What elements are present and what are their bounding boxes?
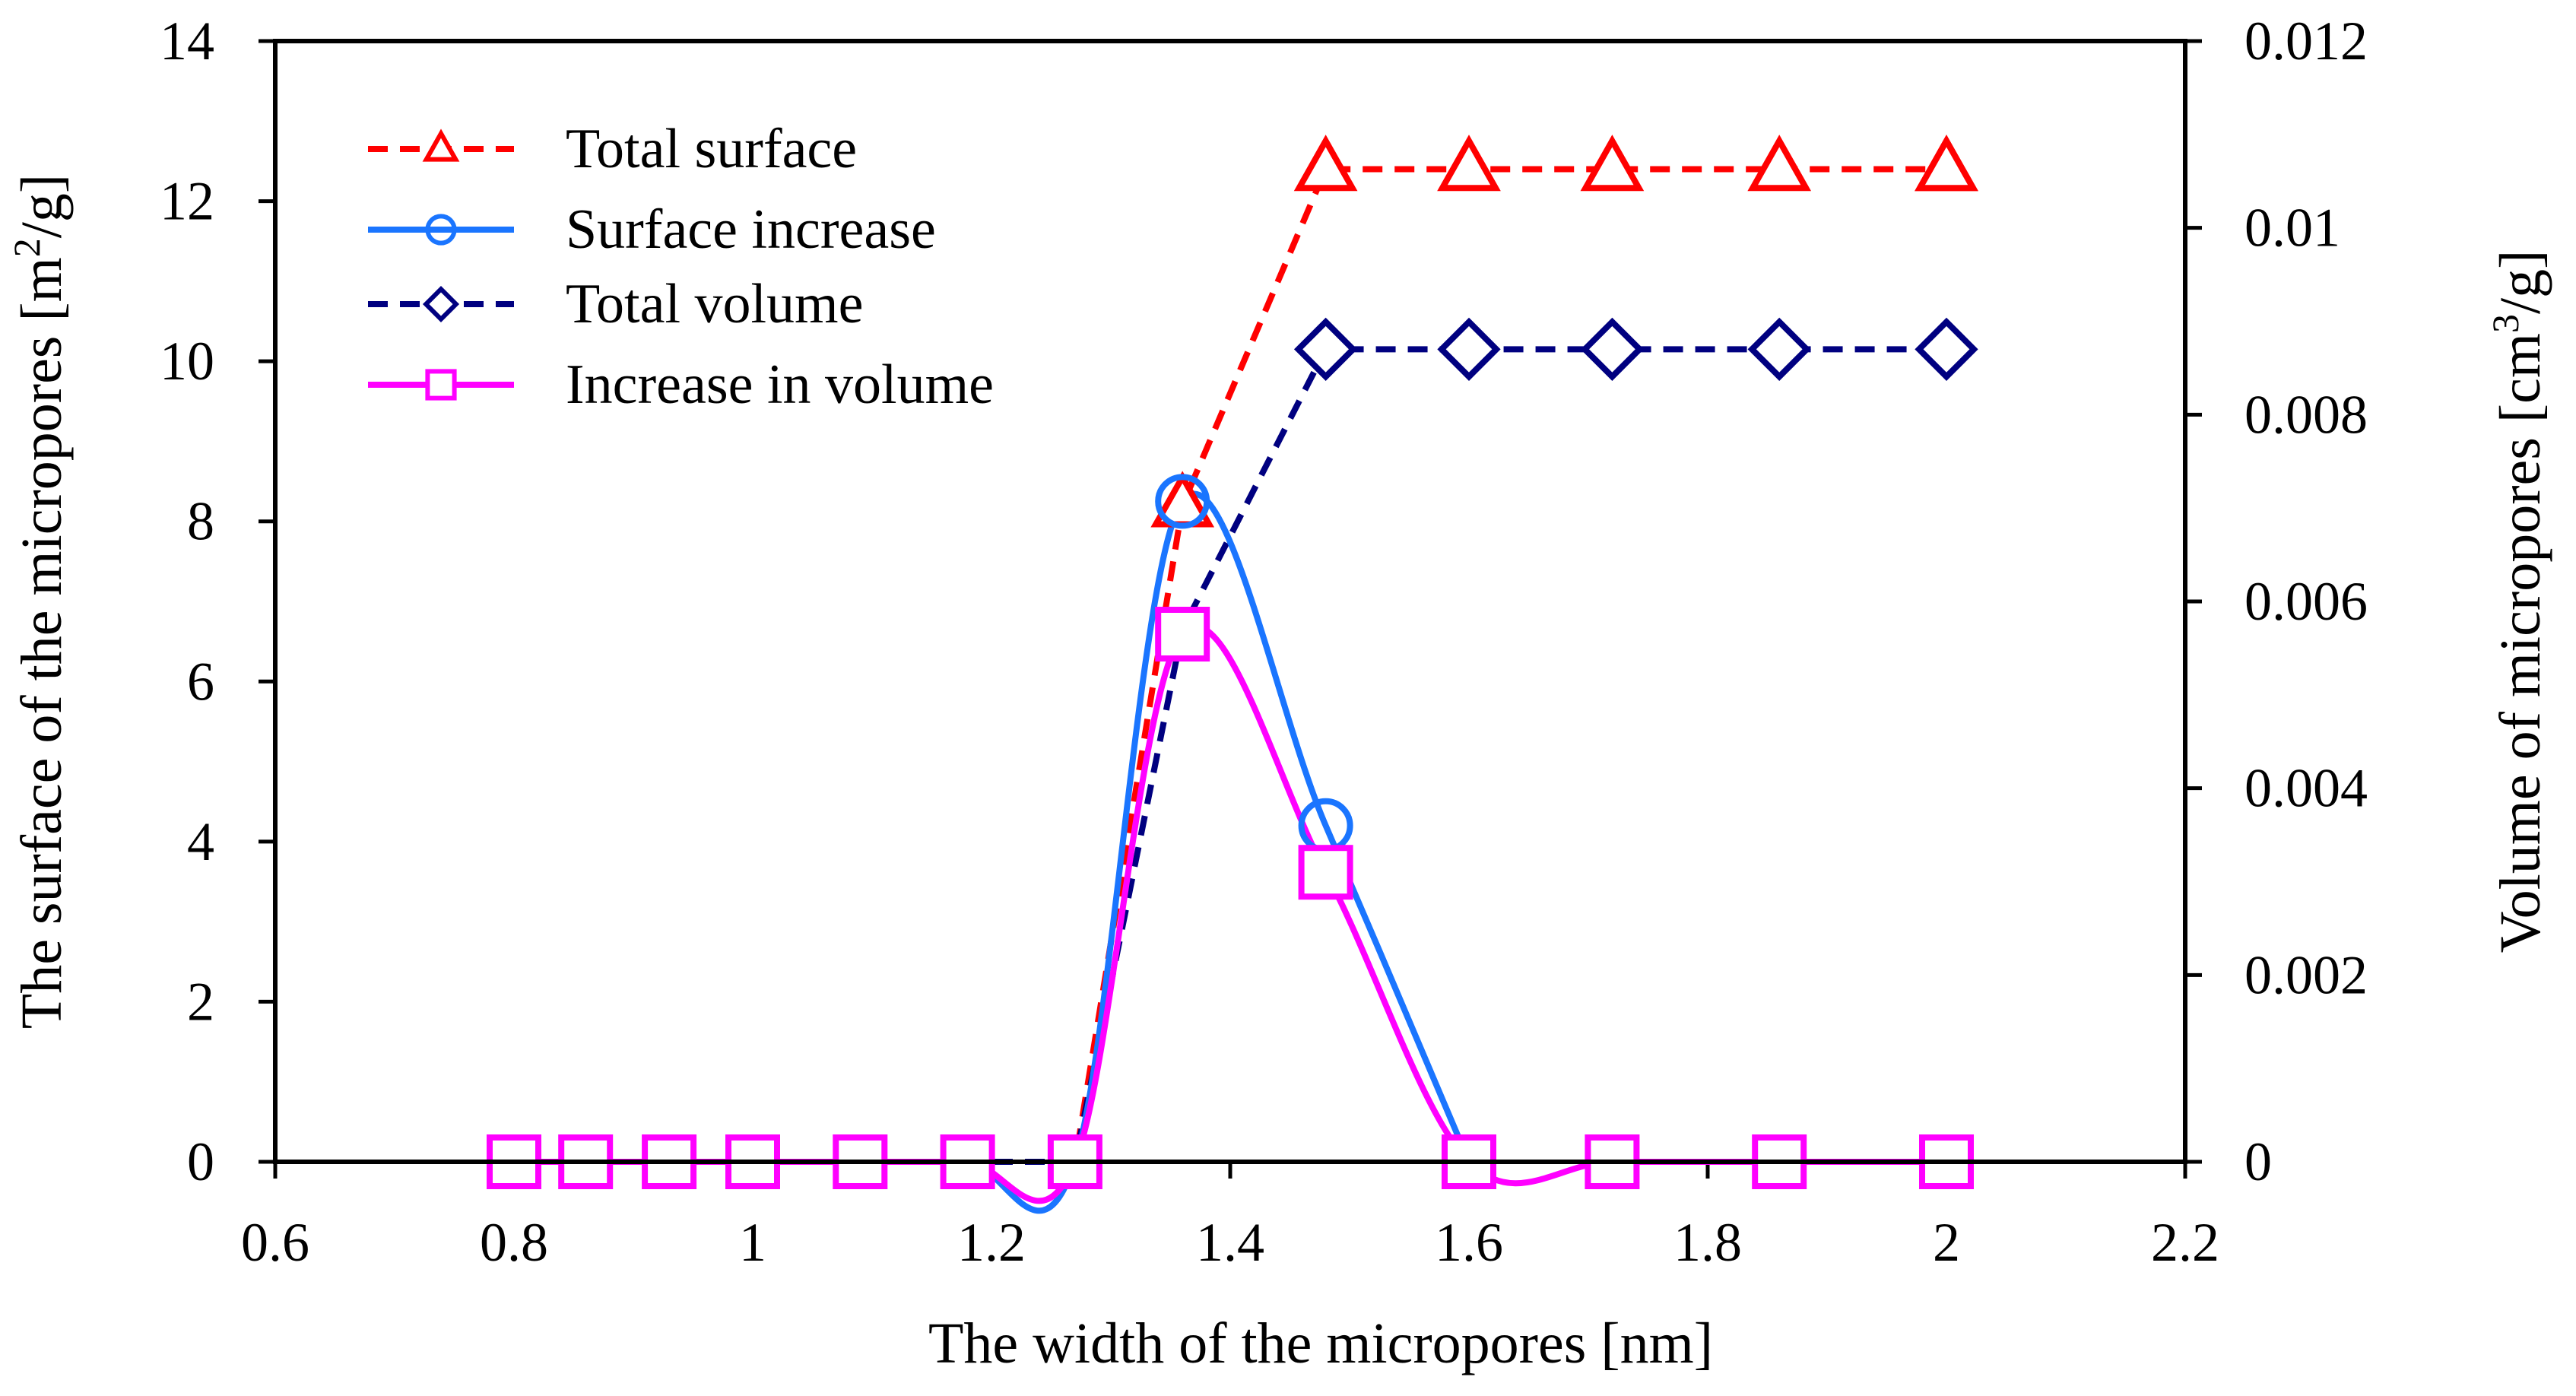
left-y-axis-label: The surface of the micropores [m2/g] xyxy=(5,174,74,1029)
data-point-total_volume xyxy=(1580,317,1645,382)
tick-labels: 0.6 0.8 1 1.2 1.4 1.6 1.8 2 2.2 0 2 4 6 8 10 12 14 0 0.002… xyxy=(160,11,2368,1273)
legend-item-total_volume: Total volume xyxy=(368,273,863,335)
series-line-total_volume xyxy=(514,346,1946,1165)
left-y-axis-label-pre: The surface of the micropores [m xyxy=(10,257,74,1029)
legend-label: Surface increase xyxy=(566,198,936,261)
x-tick-label: 1.6 xyxy=(1435,1212,1503,1273)
left-y-tick-label: 8 xyxy=(187,491,214,552)
right-y-tick-label: 0.002 xyxy=(2244,944,2368,1005)
right-y-tick-label: 0 xyxy=(2244,1131,2272,1192)
x-tick-label: 1.8 xyxy=(1673,1212,1742,1273)
legend-marker-triangle xyxy=(422,128,460,162)
data-point-total_volume xyxy=(1293,317,1358,382)
data-point-total_surface xyxy=(1293,135,1358,192)
right-y-axis-label-post: /g] xyxy=(2489,250,2552,314)
right-y-tick-label: 0.01 xyxy=(2244,198,2340,259)
x-tick-label: 2 xyxy=(1933,1212,1960,1273)
x-tick-label: 0.8 xyxy=(480,1212,548,1273)
data-point-total_volume xyxy=(1437,317,1501,382)
left-y-axis-label-sup: 2 xyxy=(5,238,48,257)
left-y-tick-label: 4 xyxy=(187,811,214,872)
legend: Total surface Surface increase Total volum… xyxy=(368,118,994,416)
left-y-axis-label-post: /g] xyxy=(10,174,74,238)
legend-item-surface_increase: Surface increase xyxy=(368,198,936,261)
x-tick-label: 1.4 xyxy=(1196,1212,1264,1273)
data-point-total_surface xyxy=(1747,135,1812,192)
x-tick-label: 1.2 xyxy=(957,1212,1026,1273)
legend-marker-diamond xyxy=(422,285,460,323)
series-line-increase_in_volume xyxy=(514,623,1946,1204)
right-y-axis-label: Volume of micropores [cm3/g] xyxy=(2484,250,2552,953)
data-point-increase_in_volume xyxy=(1298,845,1353,900)
legend-label: Increase in volume xyxy=(566,354,994,416)
left-y-tick-label: 12 xyxy=(160,171,214,232)
x-tick-label: 2.2 xyxy=(2151,1212,2219,1273)
data-point-total_surface xyxy=(1437,135,1501,192)
right-y-tick-label: 0.006 xyxy=(2244,571,2368,632)
left-y-tick-label: 0 xyxy=(187,1131,214,1192)
x-tick-label: 0.6 xyxy=(241,1212,309,1273)
left-y-tick-label: 2 xyxy=(187,971,214,1032)
data-point-total_volume xyxy=(1915,317,1978,382)
right-y-tick-label: 0.008 xyxy=(2244,384,2368,445)
legend-marker-square xyxy=(425,369,457,401)
x-tick-label: 1 xyxy=(739,1212,766,1273)
legend-item-total_surface: Total surface xyxy=(368,118,857,180)
left-y-tick-label: 14 xyxy=(160,11,214,71)
tick-marks xyxy=(259,39,2202,1179)
right-y-tick-label: 0.012 xyxy=(2244,11,2368,71)
right-y-axis-label-sup: 3 xyxy=(2484,314,2527,333)
left-y-tick-label: 10 xyxy=(160,331,214,392)
data-point-surface_increase xyxy=(1155,474,1210,529)
right-y-tick-label: 0.004 xyxy=(2244,758,2368,819)
data-point-total_surface xyxy=(1580,135,1645,192)
right-y-axis-label-pre: Volume of micropores [cm xyxy=(2489,333,2552,953)
legend-label: Total volume xyxy=(566,273,863,335)
data-point-increase_in_volume xyxy=(1155,606,1210,662)
legend-label: Total surface xyxy=(566,118,857,180)
data-point-total_volume xyxy=(1747,317,1811,382)
left-y-tick-label: 6 xyxy=(187,651,214,712)
data-point-total_surface xyxy=(1915,135,1978,192)
plot-frame xyxy=(273,39,2187,1164)
legend-item-increase_in_volume: Increase in volume xyxy=(368,354,994,416)
legend-marker-circle xyxy=(425,214,457,246)
x-axis-label: The width of the micropores [nm] xyxy=(928,1312,1713,1375)
